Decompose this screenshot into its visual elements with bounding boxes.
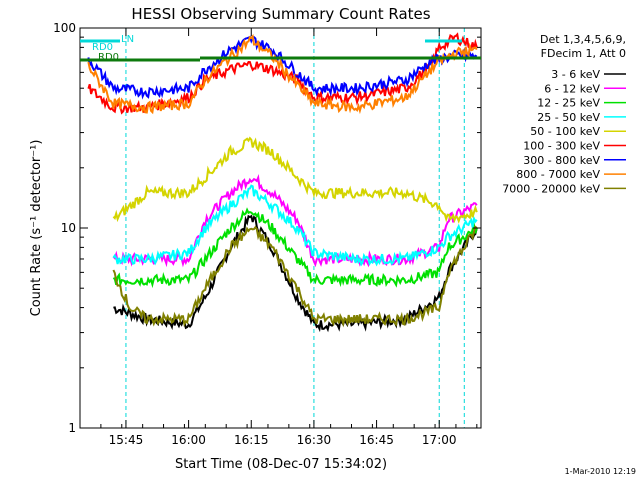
flag-label-2: RD0 bbox=[98, 52, 119, 63]
legend-label-1: 6 - 12 keV bbox=[544, 82, 600, 95]
flag-label-1: LN bbox=[121, 34, 134, 45]
x-tick-label-4: 16:45 bbox=[359, 433, 394, 447]
flag-label-0: RD0 bbox=[92, 42, 113, 53]
legend-header-line-1: Det 1,3,4,5,6,9, bbox=[540, 33, 626, 46]
legend: Det 1,3,4,5,6,9, FDecim 1, Att 0 3 - 6 k… bbox=[502, 33, 626, 195]
series-line-4 bbox=[112, 136, 478, 224]
series-line-7 bbox=[87, 33, 478, 115]
legend-label-5: 100 - 300 keV bbox=[523, 140, 600, 153]
series-line-2 bbox=[112, 207, 478, 289]
plot-frame bbox=[79, 27, 482, 429]
y-axis-label: Count Rate (s⁻¹ detector⁻¹) bbox=[29, 140, 44, 317]
chart-title: HESSI Observing Summary Count Rates bbox=[131, 5, 430, 23]
y-tick-label-0: 1 bbox=[68, 421, 76, 435]
x-axis-label: Start Time (08-Dec-07 15:34:02) bbox=[175, 457, 387, 472]
x-axis-ticks: 15:45 16:00 16:15 16:30 16:45 17:00 bbox=[79, 28, 478, 447]
series-line-8 bbox=[112, 225, 478, 328]
x-tick-label-0: 15:45 bbox=[109, 433, 144, 447]
series-line-0 bbox=[113, 214, 478, 333]
legend-label-2: 12 - 25 keV bbox=[537, 97, 600, 110]
y-axis-ticks: 1 10 100 bbox=[53, 21, 481, 435]
plot-area bbox=[87, 28, 478, 428]
series-line-5 bbox=[87, 32, 478, 115]
x-tick-label-2: 16:15 bbox=[234, 433, 269, 447]
x-tick-label-3: 16:30 bbox=[297, 433, 332, 447]
series-line-6 bbox=[87, 35, 478, 100]
y-tick-label-1: 10 bbox=[61, 221, 76, 235]
legend-label-3: 25 - 50 keV bbox=[537, 111, 600, 124]
legend-label-8: 7000 - 20000 keV bbox=[502, 182, 600, 195]
series-line-3 bbox=[112, 184, 478, 267]
footer-date: 1-Mar-2010 12:19 bbox=[565, 467, 636, 476]
legend-label-7: 800 - 7000 keV bbox=[516, 168, 600, 181]
x-tick-label-5: 17:00 bbox=[422, 433, 457, 447]
legend-label-6: 300 - 800 keV bbox=[523, 154, 600, 167]
legend-label-0: 3 - 6 keV bbox=[551, 68, 600, 81]
legend-header-line-2: FDecim 1, Att 0 bbox=[541, 47, 626, 60]
legend-label-4: 50 - 100 keV bbox=[530, 125, 600, 138]
x-tick-label-1: 16:00 bbox=[171, 433, 206, 447]
y-tick-label-2: 100 bbox=[53, 21, 76, 35]
